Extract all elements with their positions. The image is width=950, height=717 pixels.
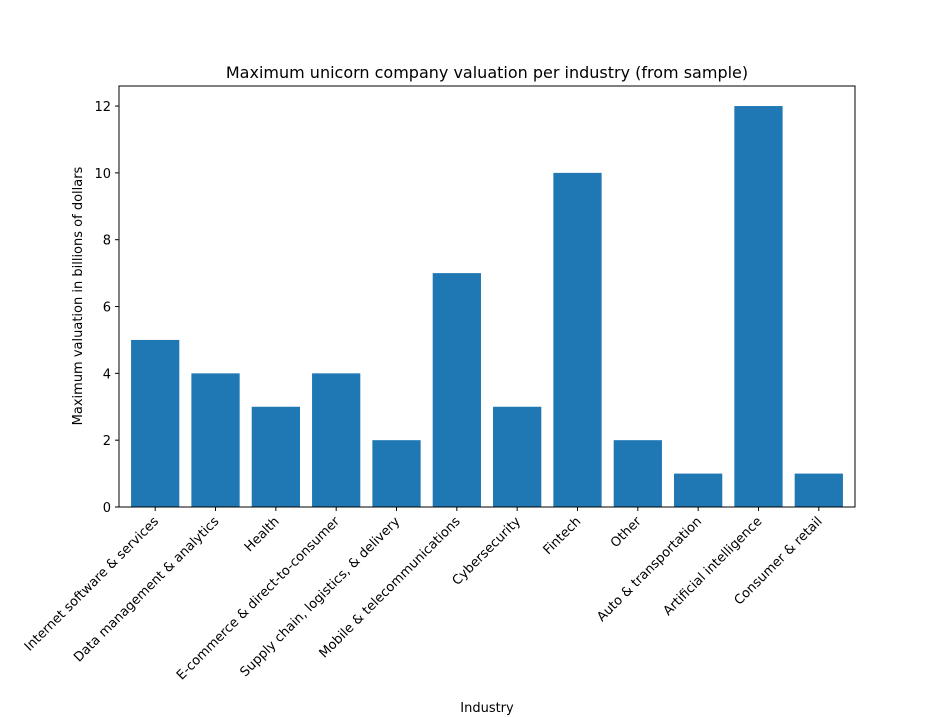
plot-frame <box>118 85 856 508</box>
bar <box>734 106 783 508</box>
y-tick-label: 8 <box>103 234 111 249</box>
bar <box>674 473 723 507</box>
x-axis-label: Industry <box>460 701 514 716</box>
bar <box>251 406 300 507</box>
y-tick-label: 12 <box>94 100 111 115</box>
x-tick-label: Artificial intelligence <box>661 514 766 619</box>
bar <box>553 172 602 507</box>
y-tick-label: 6 <box>103 301 111 316</box>
x-tick-label: Health <box>242 514 283 555</box>
bar <box>191 373 240 507</box>
bar <box>312 373 361 507</box>
y-axis: 0 2 4 6 8 10 12 <box>94 100 119 516</box>
x-tick-label: Auto & transportation <box>594 514 705 625</box>
y-tick-label: 4 <box>103 367 111 382</box>
bar <box>493 406 542 507</box>
bar <box>794 473 843 507</box>
x-tick-label: Other <box>608 514 645 551</box>
bar <box>432 273 481 507</box>
y-tick-label: 0 <box>103 501 111 516</box>
bar <box>372 440 421 507</box>
bar <box>613 440 662 507</box>
y-axis-label: Maximum valuation in billions of dollars <box>71 166 86 425</box>
x-tick-label: Fintech <box>541 514 585 558</box>
y-tick-label: 2 <box>103 434 111 449</box>
bars-group <box>131 106 843 508</box>
bar <box>131 339 180 507</box>
chart-title: Maximum unicorn company valuation per in… <box>226 63 748 82</box>
y-tick-label: 10 <box>94 167 111 182</box>
